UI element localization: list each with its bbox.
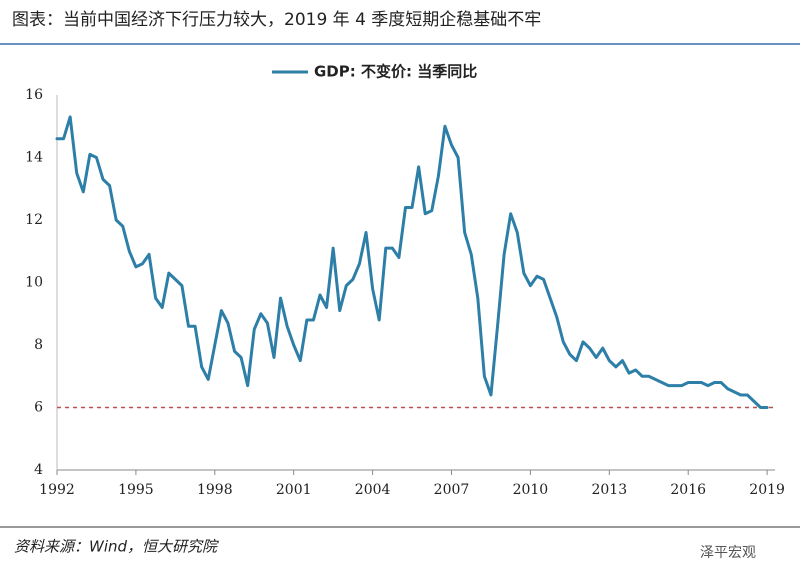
y-tick-label: 12 (25, 212, 43, 228)
legend-label: GDP: 不变价: 当季同比 (314, 63, 477, 81)
line-series (55, 115, 769, 409)
x-tick-label: 2007 (434, 482, 470, 498)
x-tick-label: 2010 (513, 482, 549, 498)
y-tick-label: 4 (34, 462, 43, 478)
y-tick-label: 10 (25, 275, 43, 291)
y-tick-label: 6 (34, 400, 43, 416)
x-tick-label: 1995 (118, 482, 154, 498)
chart-title: 图表：当前中国经济下行压力较大，2019 年 4 季度短期企稳基础不牢 (12, 10, 541, 30)
y-tick-label: 8 (34, 337, 43, 353)
watermark: 泽平宏观 (700, 545, 756, 561)
y-tick-label: 16 (25, 87, 43, 103)
source: 资料来源：Wind，恒大研究院 (14, 538, 219, 556)
x-tick-label: 1992 (39, 482, 75, 498)
y-tick-label: 14 (25, 150, 43, 166)
x-tick-label: 2013 (591, 482, 627, 498)
x-tick-label: 2004 (355, 482, 391, 498)
x-tick-label: 2001 (276, 482, 312, 498)
x-tick-label: 1998 (197, 482, 233, 498)
x-tick-label: 2016 (670, 482, 706, 498)
x-tick-label: 2019 (749, 482, 785, 498)
